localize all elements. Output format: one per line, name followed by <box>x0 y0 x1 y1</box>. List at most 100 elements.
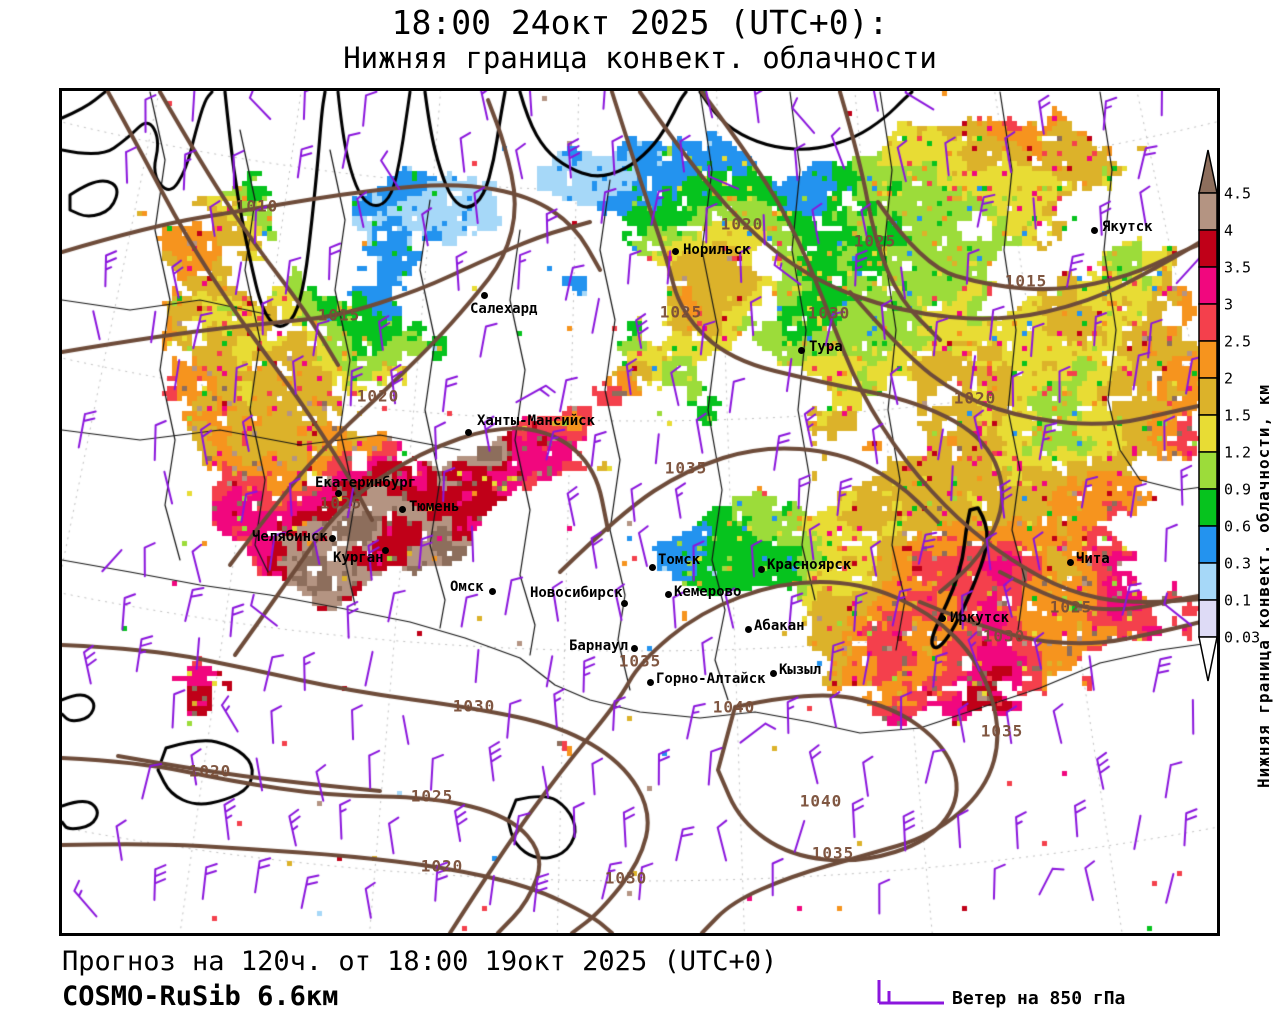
city-marker <box>335 490 342 497</box>
city-label: Ханты-Мансийск <box>477 413 596 429</box>
city-marker <box>489 588 496 595</box>
isobar-label: 1020 <box>356 386 400 406</box>
isobar-label: 1030 <box>982 626 1026 646</box>
isobar-label: 1020 <box>188 761 232 781</box>
colorbar-tick: 2.5 <box>1224 333 1251 351</box>
colorbar-tick: 3 <box>1224 296 1233 314</box>
colorbar-title: Нижняя граница конвект. облачности, км <box>1254 383 1273 788</box>
city-marker <box>481 292 488 299</box>
city-marker <box>399 506 406 513</box>
colorbar-tick: 2 <box>1224 370 1233 388</box>
colorbar-band <box>1198 451 1218 490</box>
wind-legend: Ветер на 850 гПа <box>876 974 1236 1014</box>
colorbar-band <box>1198 562 1218 601</box>
colorbar-tick: 0.03 <box>1224 629 1260 647</box>
city-label: Красноярск <box>767 557 852 573</box>
isobar-label: 1035 <box>980 721 1024 741</box>
isobar-label: 1015 <box>1004 271 1048 291</box>
city-label: Тюмень <box>409 499 460 515</box>
isobar-label: 1035 <box>618 651 662 671</box>
isobar-label: 1025 <box>1049 597 1093 617</box>
title-datetime: 18:00 24окт 2025 (UTC+0): <box>391 3 889 42</box>
wind-legend-label: Ветер на 850 гПа <box>952 988 1126 1009</box>
city-marker <box>631 645 638 652</box>
isobar-label: 1030 <box>452 696 496 716</box>
model-info: COSMO-RuSib 6.6км <box>62 981 339 1012</box>
isobar-label: 1015 <box>317 305 361 325</box>
city-marker <box>672 248 679 255</box>
city-marker <box>665 591 672 598</box>
colorbar-bottom-arrow <box>1198 636 1218 682</box>
city-label: Горно-Алтайск <box>656 671 766 687</box>
isobar-label: 1025 <box>319 493 363 513</box>
colorbar-band <box>1198 303 1218 342</box>
colorbar: 4.5 4 3.5 3 2.5 2 1.5 1.2 0.9 0.6 0.3 0.1 0.03 <box>1198 149 1260 682</box>
city-marker <box>647 679 654 686</box>
map-frame: Якутск Норильск Салехард Тура Ханты-Мансийск… <box>59 88 1220 936</box>
city-label: Кемерово <box>674 584 742 600</box>
city-label: Якутск <box>1102 219 1153 235</box>
city-marker <box>329 535 336 542</box>
isobar-label: 1035 <box>664 458 708 478</box>
isobar-label: 1025 <box>853 231 897 251</box>
city-label: Чита <box>1076 551 1110 567</box>
colorbar-tick: 1.2 <box>1224 444 1251 462</box>
isobar-label: 1030 <box>807 303 851 323</box>
colorbar-tick: 1.5 <box>1224 407 1251 425</box>
isobar-label: 1025 <box>659 302 703 322</box>
city-marker <box>621 600 628 607</box>
colorbar-band <box>1198 340 1218 379</box>
colorbar-tick: 0.9 <box>1224 481 1251 499</box>
isobar-label: 1040 <box>799 791 843 811</box>
city-label: Барнаул <box>569 638 629 654</box>
city-label: Иркутск <box>950 610 1010 626</box>
city-marker <box>1067 559 1074 566</box>
city-marker <box>758 566 765 573</box>
forecast-lead-info: Прогноз на 120ч. от 18:00 19окт 2025 (UT… <box>62 946 778 977</box>
city-label: Челябинск <box>252 529 328 545</box>
isobar-label: 1020 <box>720 214 764 234</box>
city-marker <box>798 347 805 354</box>
colorbar-top-arrow <box>1198 149 1218 194</box>
colorbar-tick: 4 <box>1224 222 1233 240</box>
colorbar-band <box>1198 229 1218 268</box>
colorbar-tick: 4.5 <box>1224 185 1251 203</box>
colorbar-tick: 3.5 <box>1224 259 1251 277</box>
city-label: Курган <box>333 550 384 566</box>
wind-barb-icon <box>877 980 944 1005</box>
city-marker <box>1091 227 1098 234</box>
colorbar-band <box>1198 266 1218 305</box>
city-label: Томск <box>658 552 701 568</box>
colorbar-band <box>1198 377 1218 416</box>
colorbar-band <box>1198 599 1218 638</box>
colorbar-band <box>1198 525 1218 564</box>
colorbar-band <box>1198 192 1218 231</box>
isobar-label: 1035 <box>811 843 855 863</box>
colorbar-tick: 0.3 <box>1224 555 1251 573</box>
isobar-label: 1020 <box>420 856 464 876</box>
city-marker <box>745 626 752 633</box>
city-label: Екатеринбург <box>315 475 417 491</box>
title-parameter: Нижняя граница конвект. облачности <box>343 41 937 75</box>
isobar-label: 1030 <box>604 868 648 888</box>
city-label: Кызыл <box>779 662 822 678</box>
colorbar-tick: 0.1 <box>1224 592 1251 610</box>
isobar-label: 1010 <box>235 196 279 216</box>
isobar-label: 1020 <box>953 388 997 408</box>
city-label: Салехард <box>470 301 538 317</box>
colorbar-tick: 0.6 <box>1224 518 1251 536</box>
city-marker <box>939 615 946 622</box>
page-title: 18:00 24окт 2025 (UTC+0): Нижняя граница… <box>0 3 1280 75</box>
colorbar-band <box>1198 488 1218 527</box>
city-marker <box>770 670 777 677</box>
city-label: Норильск <box>683 242 751 258</box>
city-marker <box>465 429 472 436</box>
city-label: Тура <box>809 339 843 355</box>
city-label: Омск <box>450 579 484 595</box>
isobar-label: 1040 <box>712 697 756 717</box>
map-canvas <box>62 91 1217 933</box>
city-label: Абакан <box>754 618 805 634</box>
isobar-label: 1025 <box>410 786 454 806</box>
city-marker <box>649 564 656 571</box>
